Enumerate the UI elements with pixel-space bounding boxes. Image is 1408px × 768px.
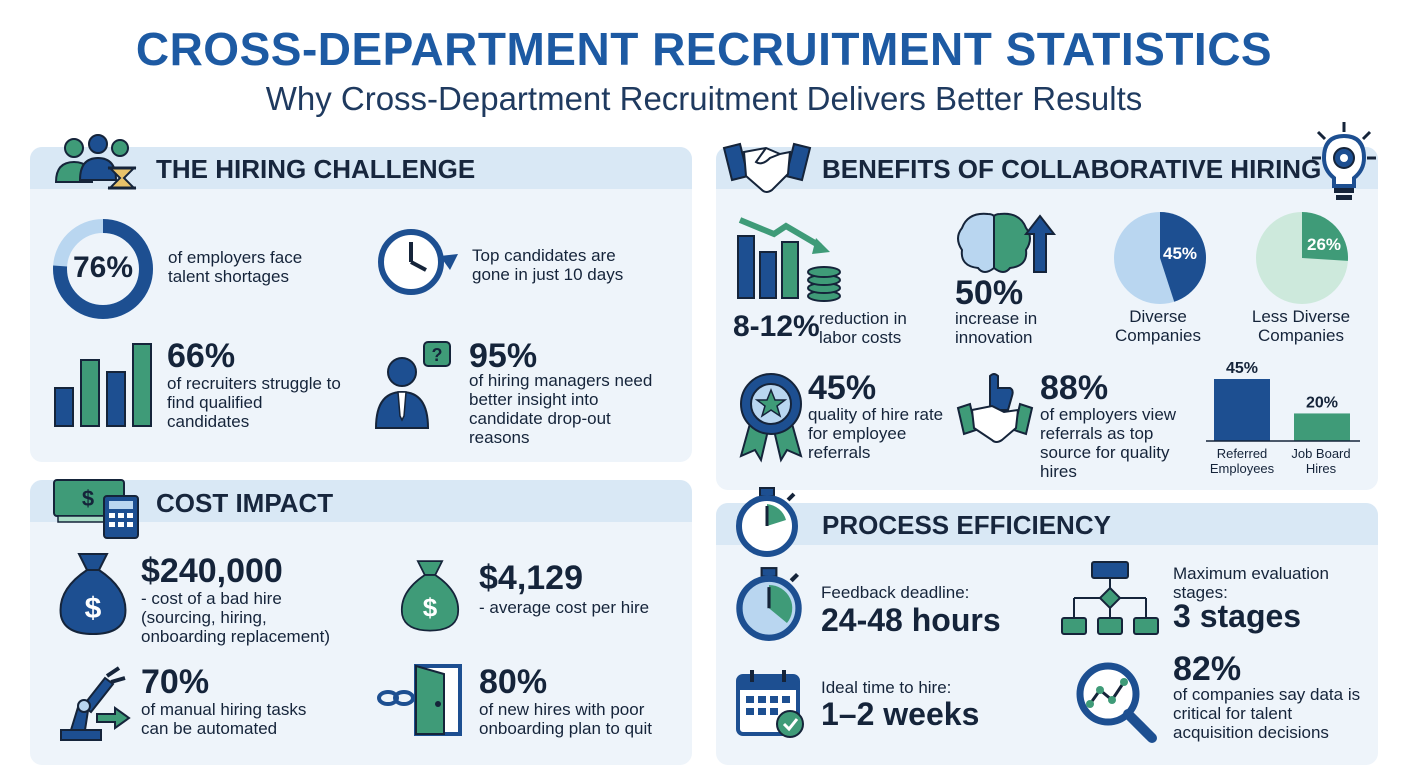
shortage-text: of employers face talent shortages (168, 248, 303, 286)
bar-referred-employees (1214, 379, 1270, 441)
feedback-value: 24-48 hours (821, 602, 1001, 638)
clock-icon (378, 229, 458, 295)
data-magnifier-icon (1076, 662, 1157, 743)
page-subtitle: Why Cross-Department Recruitment Deliver… (265, 80, 1143, 117)
onboarding-text: of new hires with poor onboarding plan t… (479, 700, 652, 738)
exit-door-icon (377, 664, 462, 736)
calendar-check-icon (736, 670, 804, 738)
recruiters-text: of recruiters struggle to find qualified… (167, 374, 341, 431)
cost-impact-header (30, 480, 692, 522)
onboarding-value: 80% (479, 663, 548, 701)
svg-text:$: $ (85, 592, 102, 625)
cost-reduction-icon (737, 217, 841, 302)
stopwatch-icon (736, 487, 798, 557)
money-calculator-icon: $ (53, 479, 139, 539)
referral-bar-chart: 45% 20% (1206, 360, 1360, 442)
process-header (716, 503, 1378, 545)
innovation-text: increase in innovation (955, 309, 1038, 347)
labor-value: 8-12% (733, 310, 820, 343)
donut-value: 76% (72, 251, 134, 284)
feedback-stopwatch-icon (736, 567, 802, 641)
referral-thumbs-icon (956, 373, 1034, 443)
bad-hire-text: - cost of a bad hire (sourcing, hiring, … (141, 589, 331, 646)
recruiters-value: 66% (167, 337, 236, 375)
process-title: PROCESS EFFICIENCY (822, 510, 1111, 540)
feedback-label: Feedback deadline: (821, 583, 970, 602)
less-diverse-pie-chart: 26% (1256, 212, 1348, 304)
diverse-pie-chart: 45% (1114, 212, 1206, 304)
robot-arm-icon (60, 666, 131, 741)
money-bag-navy-icon: $ (59, 553, 127, 636)
automation-value: 70% (141, 663, 210, 701)
referrals-value: 88% (1040, 369, 1109, 407)
benefits-header (716, 147, 1378, 189)
data-text: of companies say data is critical for ta… (1173, 685, 1361, 742)
managers-value: 95% (469, 337, 538, 375)
bar-category-job-board: Job Board Hires (1291, 446, 1351, 476)
svg-text:$: $ (82, 486, 94, 511)
diverse-label: Diverse Companies (1115, 307, 1201, 345)
pie-label-less-diverse: 26% (1307, 235, 1341, 254)
pie-slice-less-diverse (1302, 212, 1348, 261)
referrals-text: of employers view referrals as top sourc… (1040, 405, 1177, 481)
bad-hire-value: $240,000 (141, 552, 283, 590)
per-hire-text: - average cost per hire (479, 598, 650, 617)
innovation-value: 50% (955, 274, 1024, 312)
bar-value-job-board: 20% (1306, 394, 1338, 411)
labor-text: reduction in labor costs (819, 309, 907, 347)
bar-job-board-hires (1294, 413, 1350, 441)
people-hourglass-icon (54, 134, 137, 190)
money-bag-green-icon: $ (400, 560, 460, 632)
data-value: 82% (1173, 650, 1242, 688)
manager-question-icon: ? (374, 341, 451, 429)
handshake-icon (722, 142, 812, 193)
bar-category-referred: Referred Employees (1209, 446, 1275, 476)
process-panel (716, 503, 1378, 765)
time-value: 1–2 weeks (821, 696, 980, 732)
brain-arrow-icon (957, 212, 1057, 273)
bar-value-referred: 45% (1226, 360, 1258, 377)
bar-growth-icon (54, 343, 152, 427)
pie-slice-diverse (1160, 212, 1206, 302)
page-title: CROSS-DEPARTMENT RECRUITMENT STATISTICS (135, 23, 1273, 75)
stages-label: Maximum evaluation stages: (1173, 564, 1329, 602)
svg-text:?: ? (432, 345, 443, 365)
quality-text: quality of hire rate for employee referr… (808, 405, 944, 462)
workflow-stages-icon (1061, 561, 1159, 635)
less-diverse-label: Less Diverse Companies (1251, 307, 1351, 345)
time-label: Ideal time to hire: (821, 678, 952, 697)
benefits-title: BENEFITS OF COLLABORATIVE HIRING (822, 154, 1322, 184)
per-hire-value: $4,129 (479, 559, 583, 597)
automation-text: of manual hiring tasks can be automated (141, 700, 307, 738)
quality-value: 45% (808, 369, 877, 407)
clock-text: Top candidates are gone in just 10 days (472, 246, 624, 284)
cost-impact-panel (30, 480, 692, 765)
cost-impact-title: COST IMPACT (156, 488, 334, 518)
hiring-challenge-header (30, 147, 692, 189)
talent-shortage-donut (53, 219, 153, 319)
hiring-challenge-title: THE HIRING CHALLENGE (156, 154, 476, 184)
svg-text:$: $ (423, 593, 438, 623)
award-ribbon-icon (739, 373, 803, 463)
pie-label-diverse: 45% (1163, 244, 1197, 263)
managers-text: of hiring managers need better insight i… (469, 371, 653, 447)
lightbulb-gear-icon (1312, 122, 1376, 200)
stages-value: 3 stages (1173, 598, 1302, 634)
